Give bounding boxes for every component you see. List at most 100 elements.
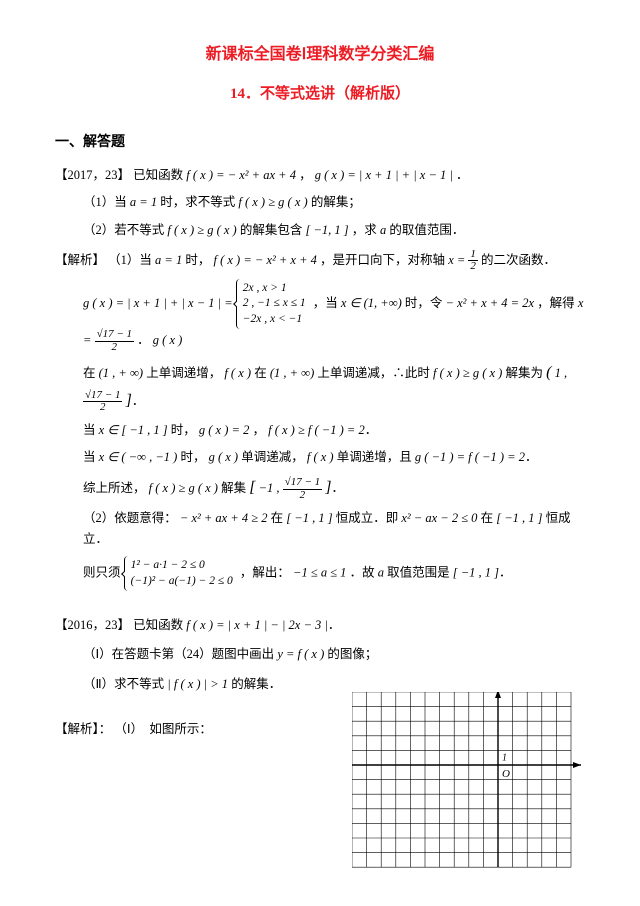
math: a [378, 565, 384, 579]
text: ，当 [313, 296, 338, 310]
text: 在 [271, 511, 284, 525]
math: a = 1 [155, 253, 182, 267]
text: 的解集包含 [240, 223, 303, 237]
text: （Ⅰ） 如图所示： [114, 722, 211, 736]
problem-2016-q1: （Ⅰ）在答题卡第（24）题图中画出 y = f ( x ) 的图像； [55, 644, 383, 665]
math: g ( x ) = | x + 1 | + | x − 1 | = [83, 296, 233, 310]
math: (1 , + ∞) [99, 366, 143, 380]
text: 当 [83, 423, 96, 437]
math: y = f ( x ) [277, 647, 324, 661]
math: [ −1 , 1 ] [453, 565, 499, 579]
math: x ∈ [ −1 , 1 ] [99, 423, 168, 437]
math: f ( x ) [224, 366, 251, 380]
svg-text:1: 1 [502, 752, 507, 763]
math: f ( x ) = − x² + x + 4 [213, 253, 316, 267]
problem-2017-q1: （1）当 a = 1 时，求不等式 f ( x ) ≥ g ( x ) 的解集； [55, 192, 585, 213]
coordinate-grid: O1 [352, 692, 585, 877]
text: 在 [481, 511, 494, 525]
math: f ( x ) ≥ g ( x ) [238, 195, 307, 209]
text: ， [252, 423, 265, 437]
text: （2）若不等式 [83, 223, 164, 237]
text: 恒成立．即 [336, 511, 399, 525]
math-gx: g ( x ) = | x + 1 | + | x − 1 | [315, 168, 453, 182]
text: 则只须 [83, 565, 121, 579]
text: 时，求不等式 [160, 195, 235, 209]
math: −1 , [259, 481, 280, 495]
math: f ( x ) ≥ g ( x ) [433, 366, 502, 380]
text: 已知函数 [133, 618, 183, 632]
year-tag: 【2017，23】 [55, 168, 130, 182]
fraction-root: √17 − 12 [83, 390, 122, 414]
math: x² − ax − 2 ≤ 0 [401, 511, 477, 525]
text: ，是开口向下，对称轴 [320, 253, 445, 267]
text: 在 [254, 366, 267, 380]
math: f ( x ) ≥ f ( −1 ) = 2 [268, 423, 365, 437]
solution-line-4: 当 x ∈ [ −1 , 1 ] 时， g ( x ) = 2 ， f ( x … [55, 420, 585, 441]
math: | f ( x ) | > 1 [167, 677, 228, 691]
solution-line-1: 【解析】 （1）当 a = 1 时， f ( x ) = − x² + x + … [55, 249, 585, 273]
fraction-root: √17 − 12 [95, 329, 134, 353]
math: 1 , [555, 366, 568, 380]
text: 上单调递增， [146, 366, 221, 380]
text: 的取值范围． [389, 223, 464, 237]
set-bracket: ( [546, 364, 551, 381]
doc-title: 新课标全国卷Ⅰ理科数学分类汇编 [55, 40, 585, 64]
text: （Ⅱ）求不等式 [83, 677, 164, 691]
text: 时， [180, 450, 205, 464]
text: 时， [171, 423, 196, 437]
solution-line-5: 当 x ∈ ( −∞ , −1 ) 时， g ( x ) 单调递减， f ( x… [55, 447, 585, 468]
system-brace: 1² − a·1 − 2 ≤ 0 (−1)² − a(−1) − 2 ≤ 0 [124, 556, 237, 591]
text: 单调递增，且 [337, 450, 412, 464]
text: ，解得 [537, 296, 575, 310]
solution-2-line-1: （2）依题意得： − x² + ax + 4 ≥ 2 在 [ −1 , 1 ] … [55, 508, 585, 551]
grid-svg: O1 [352, 692, 585, 877]
solution-tag: 【解析】： [55, 722, 111, 736]
math: g ( x ) = 2 [199, 423, 249, 437]
problem-2017-q2: （2）若不等式 f ( x ) ≥ g ( x ) 的解集包含 [ −1, 1 … [55, 220, 585, 241]
piece: −2x , x < −1 [243, 313, 302, 325]
text: 的解集； [311, 195, 361, 209]
year-tag: 【2016，23】 [55, 618, 130, 632]
math: [ −1, 1 ] [306, 223, 349, 237]
math: f ( x ) = | x + 1 | − | 2x − 3 | [186, 618, 328, 632]
section-header: 一、解答题 [55, 131, 585, 151]
math: − x² + x + 4 = 2x [446, 296, 535, 310]
math: f ( x ) ≥ g ( x ) [149, 481, 218, 495]
math: x = [448, 253, 465, 267]
solution-2-line-2: 则只须 1² − a·1 − 2 ≤ 0 (−1)² − a(−1) − 2 ≤… [55, 556, 585, 591]
text: ，解出： [240, 565, 290, 579]
text: 的图像； [327, 647, 377, 661]
set-bracket: [ [249, 479, 255, 496]
problem-2016-stem: 【2016，23】 已知函数 f ( x ) = | x + 1 | − | 2… [55, 615, 585, 636]
math: a [380, 223, 386, 237]
piecewise-g: 2x , x > 1 2 , −1 ≤ x ≤ 1 −2x , x < −1 [236, 279, 310, 330]
text: 单调递减， [241, 450, 304, 464]
problem-2017-stem: 【2017，23】 已知函数 f ( x ) = − x² + ax + 4 ，… [55, 165, 585, 186]
text: 时，令 [405, 296, 443, 310]
set-bracket: ] [325, 479, 331, 496]
text: 综上所述， [83, 481, 146, 495]
text: 的二次函数． [481, 253, 556, 267]
solution-line-6: 综上所述， f ( x ) ≥ g ( x ) 解集 [ −1 , √17 − … [55, 474, 585, 501]
math: (1 , + ∞) [270, 366, 314, 380]
text: ．故 [350, 565, 375, 579]
math: x ∈ (1, +∞) [341, 296, 402, 310]
text: （1）当 [108, 253, 152, 267]
sys-eq: (−1)² − a(−1) − 2 ≤ 0 [131, 575, 233, 587]
math: [ −1 , 1 ] [496, 511, 542, 525]
math: −1 ≤ a ≤ 1 [293, 565, 346, 579]
math: f ( x ) ≥ g ( x ) [167, 223, 236, 237]
text: 时， [185, 253, 210, 267]
text: （Ⅰ）在答题卡第（24）题图中画出 [83, 647, 274, 661]
piece: 2x , x > 1 [243, 282, 287, 294]
math-fx: f ( x ) = − x² + ax + 4 [186, 168, 296, 182]
math: f ( x ) [307, 450, 334, 464]
text: 解集 [221, 481, 246, 495]
text: 已知函数 [133, 168, 183, 182]
text: 的解集． [231, 677, 281, 691]
solution-line-2: g ( x ) = | x + 1 | + | x − 1 | = 2x , x… [55, 279, 585, 354]
text: （2）依题意得： [83, 511, 177, 525]
text: 解集为 [505, 366, 543, 380]
fraction-root: √17 − 12 [283, 477, 322, 501]
math: [ −1 , 1 ] [286, 511, 332, 525]
